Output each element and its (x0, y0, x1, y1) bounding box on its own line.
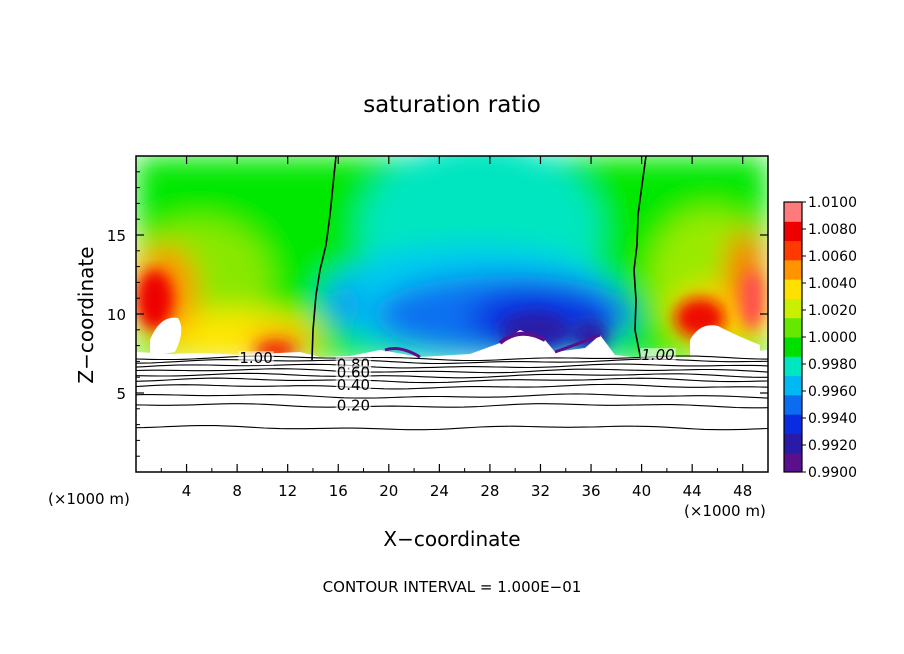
x-tick-label: 48 (733, 482, 752, 500)
contour-label-bg (335, 365, 372, 380)
colorbar-swatch (784, 452, 802, 473)
colorbar-tick-label: 0.9980 (808, 357, 857, 373)
colorbar-swatch (784, 221, 802, 242)
x-tick-label: 44 (683, 482, 702, 500)
colorbar-swatch (784, 317, 802, 338)
colorbar-tick-label: 0.9940 (808, 411, 857, 427)
y-tick-label: 10 (107, 306, 126, 324)
colorbar-swatch (784, 394, 802, 415)
contour-label-bg (335, 398, 372, 413)
x-unit-right: (×1000 m) (684, 502, 766, 520)
x-unit-left: (×1000 m) (48, 490, 130, 508)
x-axis-label: X−coordinate (383, 527, 520, 551)
contour-line (135, 424, 769, 431)
chart-title: saturation ratio (363, 92, 541, 118)
colorbar-tick-label: 1.0000 (808, 330, 857, 346)
colorbar-tick-label: 0.9900 (808, 465, 857, 481)
colorbar-swatch (784, 202, 802, 222)
x-tick-label: 32 (531, 482, 550, 500)
x-tick-label: 28 (480, 482, 499, 500)
contour-interval-note: CONTOUR INTERVAL = 1.000E−01 (323, 578, 582, 596)
colorbar-swatch (784, 240, 802, 261)
contour-label: 1.00 (641, 346, 674, 364)
colorbar-swatch (784, 433, 802, 454)
contour-labels: 1.00 1.000.800.600.400.20 (238, 346, 676, 415)
x-axis: 4 8 12 16 20 24 28 32 36 40 44 48 (160, 156, 752, 500)
contour-line (135, 368, 769, 374)
contour-label-bg (335, 378, 372, 393)
colorbar-tick-label: 1.0040 (808, 276, 857, 292)
colorbar-tick-label: 1.0080 (808, 222, 857, 238)
colorbar-swatch (784, 337, 802, 357)
colorbar: 1.0100 1.0080 1.0060 1.0040 1.0020 1.0000 0.99… (783, 195, 857, 481)
contour-line (135, 403, 769, 409)
colorbar-swatch (784, 279, 802, 299)
x-tick-label: 12 (278, 482, 297, 500)
colorbar-swatch (784, 259, 802, 280)
contour-label: 0.40 (337, 376, 370, 394)
colorbar-tick-label: 0.9960 (808, 384, 857, 400)
x-tick-label: 36 (581, 482, 600, 500)
y-axis-label: Z−coordinate (74, 246, 98, 383)
contour-line (135, 393, 769, 399)
contour-line (135, 377, 769, 384)
x-tick-label: 4 (182, 482, 192, 500)
colorbar-tick-label: 1.0100 (808, 195, 857, 211)
colorbar-swatch (784, 375, 802, 396)
heatmap-field (136, 156, 768, 472)
contour-line (135, 363, 769, 369)
contour-line (135, 372, 768, 379)
colorbar-tick-label: 1.0060 (808, 249, 857, 265)
colorbar-swatch (784, 298, 802, 319)
contour-label: 1.00 (239, 349, 272, 367)
colorbar-swatch (784, 414, 802, 434)
contour-label-bg (238, 351, 274, 366)
contour-line (135, 383, 769, 390)
contour-label-bg (640, 348, 676, 363)
x-tick-label: 16 (329, 482, 348, 500)
colorbar-tick-label: 1.0020 (808, 303, 857, 319)
x-tick-label: 20 (379, 482, 398, 500)
colorbar-tick-label: 0.9920 (808, 438, 857, 454)
y-tick-label: 5 (116, 385, 126, 403)
y-axis: 5 10 15 (107, 171, 768, 457)
y-tick-label: 15 (107, 227, 126, 245)
colorbar-swatch (784, 356, 802, 377)
x-tick-label: 24 (430, 482, 449, 500)
x-tick-label: 8 (232, 482, 242, 500)
contour-label: 0.60 (337, 363, 370, 381)
contour-label: 0.20 (337, 397, 370, 415)
x-tick-label: 40 (632, 482, 651, 500)
